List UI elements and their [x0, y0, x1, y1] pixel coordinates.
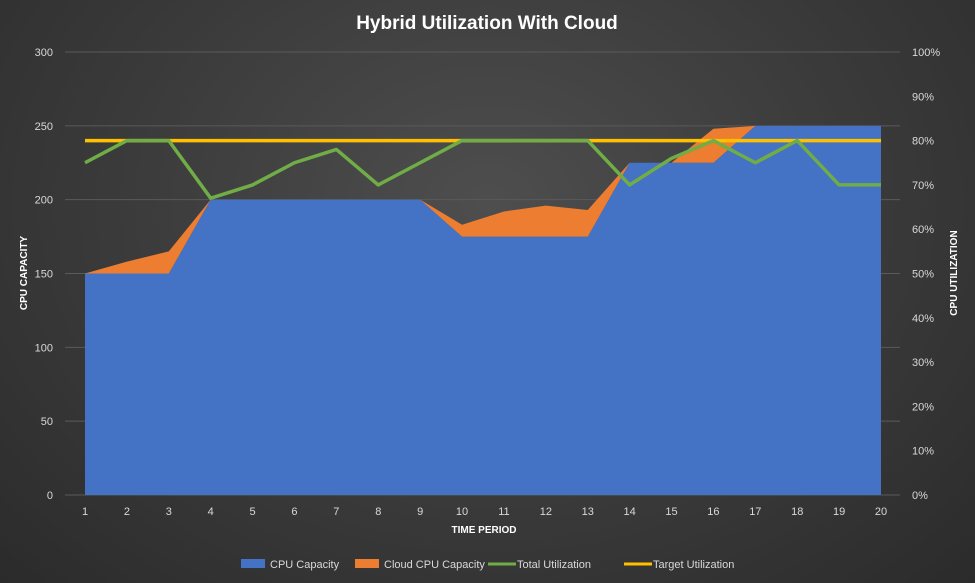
- legend: CPU Capacity Cloud CPU Capacity Total Util…: [241, 559, 734, 571]
- y2-tick-label: 0%: [912, 490, 928, 502]
- y-tick-label: 50: [41, 416, 53, 428]
- y-axis-right-title: CPU UTILIZATION: [949, 230, 960, 315]
- x-axis-ticks: 1 2 3 4 5 6 7 8 9 10 11 12 13 14 15 16 17 18 19 20: [82, 506, 887, 518]
- x-tick-label: 9: [417, 506, 423, 518]
- y-tick-label: 100: [35, 342, 53, 354]
- y2-tick-label: 40%: [912, 313, 934, 325]
- y-tick-label: 0: [47, 490, 53, 502]
- x-axis-title: TIME PERIOD: [451, 525, 516, 536]
- y-tick-label: 250: [35, 121, 53, 133]
- legend-swatch-cpu-capacity: [241, 559, 265, 568]
- y-axis-right-ticks: 0% 10% 20% 30% 40% 50% 60% 70% 80% 90% 100%: [912, 47, 940, 502]
- y2-tick-label: 80%: [912, 136, 934, 148]
- x-tick-label: 17: [749, 506, 761, 518]
- x-tick-label: 13: [582, 506, 594, 518]
- y2-tick-label: 60%: [912, 224, 934, 236]
- x-tick-label: 19: [833, 506, 845, 518]
- y-axis-left-ticks: 0 50 100 150 200 250 300: [35, 47, 53, 502]
- y2-tick-label: 90%: [912, 91, 934, 103]
- y-tick-label: 300: [35, 47, 53, 59]
- x-tick-label: 10: [456, 506, 468, 518]
- chart-title: Hybrid Utilization With Cloud: [356, 13, 618, 34]
- y2-tick-label: 50%: [912, 269, 934, 281]
- line-total-utilization: [84, 138, 881, 200]
- x-tick-label: 3: [166, 506, 172, 518]
- area-cpu-capacity: [85, 125, 881, 495]
- y2-tick-label: 100%: [912, 47, 940, 59]
- y-axis-left-title: CPU CAPACITY: [19, 236, 30, 311]
- x-tick-label: 7: [333, 506, 339, 518]
- y2-tick-label: 20%: [912, 401, 934, 413]
- legend-swatch-cloud-cpu-capacity: [355, 559, 379, 568]
- x-tick-label: 12: [540, 506, 552, 518]
- x-tick-label: 15: [665, 506, 677, 518]
- y2-tick-label: 30%: [912, 357, 934, 369]
- x-tick-label: 11: [498, 506, 509, 518]
- x-tick-label: 2: [124, 506, 130, 518]
- x-tick-label: 4: [208, 506, 214, 518]
- x-tick-label: 8: [375, 506, 381, 518]
- x-tick-label: 6: [291, 506, 297, 518]
- y-tick-label: 150: [35, 269, 53, 281]
- legend-label-target-utilization: Target Utilization: [653, 559, 734, 571]
- x-tick-label: 1: [82, 506, 88, 518]
- line-series: [84, 138, 881, 200]
- x-tick-label: 18: [791, 506, 803, 518]
- area-cloud-cpu-capacity: [85, 125, 881, 274]
- x-tick-label: 5: [250, 506, 256, 518]
- y2-tick-label: 10%: [912, 446, 934, 458]
- area-series: [85, 125, 881, 495]
- legend-label-cloud-cpu-capacity: Cloud CPU Capacity: [384, 559, 485, 571]
- y-tick-label: 200: [35, 195, 53, 207]
- legend-label-cpu-capacity: CPU Capacity: [270, 559, 340, 571]
- x-tick-label: 20: [875, 506, 887, 518]
- x-tick-label: 14: [624, 506, 636, 518]
- x-tick-label: 16: [707, 506, 719, 518]
- legend-label-total-utilization: Total Utilization: [517, 559, 591, 571]
- y2-tick-label: 70%: [912, 180, 934, 192]
